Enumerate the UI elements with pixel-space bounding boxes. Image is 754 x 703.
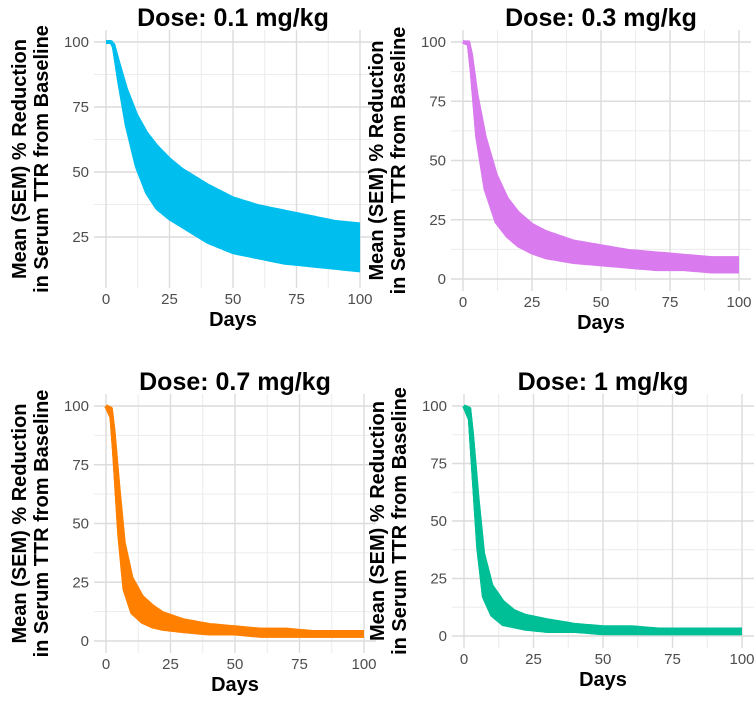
x-tick-label: 50 [593,294,610,311]
x-tick-label: 100 [726,294,751,311]
y-tick-label: 50 [429,153,446,170]
series-line [462,41,739,273]
x-tick-label: 75 [662,294,679,311]
y-axis-label-line-1: Mean (SEM) % Reduction [9,39,31,279]
y-axis-label-line-2: in Serum TTR from Baseline [389,387,411,655]
series-line [463,405,742,635]
x-tick-label: 50 [227,656,244,673]
y-axis-label-line-2: in Serum TTR from Baseline [31,390,53,658]
x-tick-label: 75 [288,291,305,308]
x-axis-label: Days [209,309,257,331]
y-tick-label: 100 [64,34,89,51]
x-tick-label: 25 [524,294,541,311]
y-axis-label-line-2: in Serum TTR from Baseline [388,27,410,295]
y-axis-label-line-1: Mean (SEM) % Reduction [366,40,388,280]
chart-svg: 0 25 50 75 100 0 25 50 75 100 Dose: 0.7 mg/kg Days M… [9,368,377,696]
series-line [106,41,361,272]
y-tick-label: 25 [430,571,447,588]
y-tick-label: 50 [430,513,447,530]
chart-svg: 0 25 50 75 100 25 50 75 100 Dose: 0.1 mg/kg Days Me… [9,4,373,331]
series-line [463,405,742,631]
x-tick-label: 0 [459,294,467,311]
x-tick-label: 50 [595,651,612,668]
x-tick-label: 50 [225,291,242,308]
y-tick-label: 50 [72,164,89,181]
x-axis-label: Days [577,312,625,334]
y-tick-label: 25 [72,229,89,246]
chart-title: Dose: 0.1 mg/kg [137,4,329,32]
chart-title: Dose: 0.7 mg/kg [139,368,331,396]
y-tick-label: 25 [429,212,446,229]
x-tick-label: 100 [351,656,376,673]
y-axis-label-line-1: Mean (SEM) % Reduction [9,403,31,643]
x-axis-label: Days [211,674,259,696]
y-tick-label: 100 [421,34,446,51]
y-tick-label: 0 [439,628,447,645]
chart-title: Dose: 1 mg/kg [518,368,689,396]
x-tick-label: 25 [525,651,542,668]
y-axis-label-line-2: in Serum TTR from Baseline [31,25,53,293]
y-tick-label: 0 [438,271,446,288]
y-tick-label: 75 [72,457,89,474]
y-tick-label: 100 [422,398,447,415]
x-tick-label: 0 [102,291,110,308]
chart-panel-dose-1: 0 25 50 75 100 0 25 50 75 100 Dose: 1 mg/kg Days Mea… [367,351,754,702]
chart-panel-dose-0-3: 0 25 50 75 100 0 25 50 75 100 Dose: 0.3 mg/kg Days M… [366,0,754,351]
x-tick-label: 75 [664,651,681,668]
series-line [463,41,739,259]
chart-title: Dose: 0.3 mg/kg [505,4,697,32]
x-tick-label: 100 [347,291,372,308]
x-tick-label: 25 [162,656,179,673]
series-line [105,405,364,633]
x-tick-label: 75 [291,656,308,673]
y-tick-label: 75 [430,456,447,473]
chart-panel-dose-0-7: 0 25 50 75 100 0 25 50 75 100 Dose: 0.7 mg/kg Days M… [0,351,377,702]
y-tick-label: 75 [429,93,446,110]
chart-svg: 0 25 50 75 100 0 25 50 75 100 Dose: 1 mg/kg Days Mea… [367,368,754,691]
y-tick-label: 0 [81,633,89,650]
y-tick-label: 100 [64,398,89,415]
x-tick-label: 0 [460,651,468,668]
chart-panel-dose-0-1: 0 25 50 75 100 25 50 75 100 Dose: 0.1 mg/kg Days Me… [0,0,377,351]
y-tick-label: 50 [72,516,89,533]
x-tick-label: 25 [161,291,178,308]
x-tick-label: 0 [102,656,110,673]
y-tick-label: 25 [72,574,89,591]
series-line [105,405,364,638]
y-axis-label-line-1: Mean (SEM) % Reduction [367,401,389,641]
y-tick-label: 75 [72,99,89,116]
x-tick-label: 100 [729,651,754,668]
x-axis-label: Days [579,669,627,691]
series-line [106,41,361,225]
chart-svg: 0 25 50 75 100 0 25 50 75 100 Dose: 0.3 mg/kg Days M… [366,4,752,334]
